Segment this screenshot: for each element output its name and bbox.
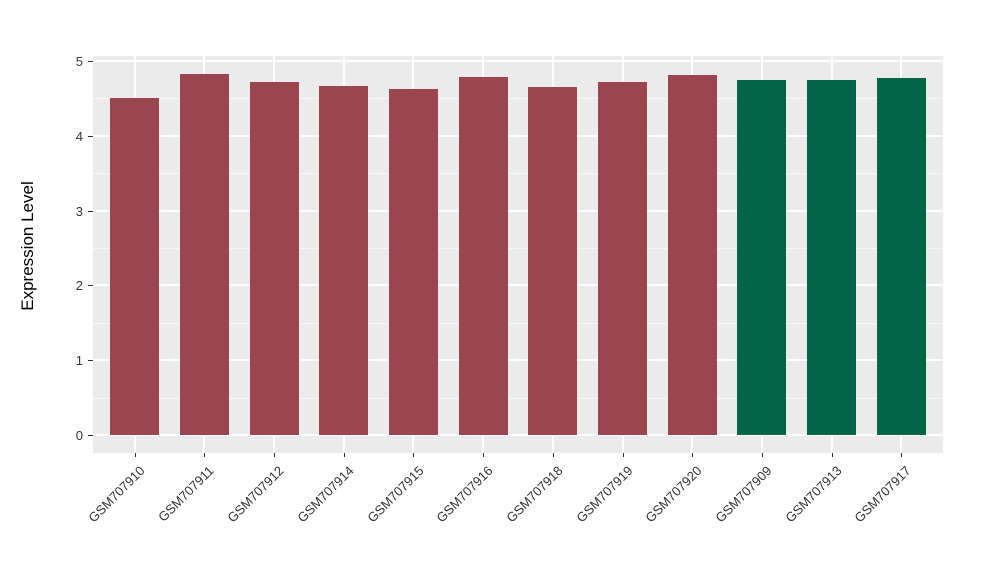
x-tick-label: GSM707910	[85, 463, 148, 526]
x-tick-mark	[204, 453, 206, 457]
x-tick-mark	[134, 453, 136, 457]
x-tick-mark	[552, 453, 554, 457]
bar	[667, 75, 717, 435]
x-tick-label: GSM707918	[503, 463, 566, 526]
bar	[319, 86, 369, 435]
y-tick-mark	[88, 135, 93, 137]
bar	[249, 81, 299, 435]
gridline-minor	[93, 173, 943, 175]
y-tick-label: 0	[75, 428, 83, 443]
gridline-minor	[93, 98, 943, 100]
x-tick-label: GSM707916	[433, 463, 496, 526]
gridline-minor	[93, 322, 943, 324]
x-tick-mark	[343, 453, 345, 457]
bar	[180, 74, 229, 435]
y-tick-mark	[88, 360, 93, 362]
x-tick-mark	[761, 453, 763, 457]
x-tick-label: GSM707909	[712, 463, 775, 526]
plot-panel	[93, 56, 943, 453]
x-tick-label: GSM707920	[642, 463, 705, 526]
y-tick-label: 3	[75, 203, 83, 219]
gridline-major	[93, 209, 943, 212]
y-tick-mark	[88, 285, 93, 287]
gridline-major	[93, 434, 943, 436]
bar	[876, 78, 926, 435]
gridline-major	[93, 284, 943, 287]
bar	[458, 76, 508, 435]
bar	[389, 88, 438, 435]
gridline-minor	[93, 397, 943, 399]
y-axis-title: Expression Level	[18, 180, 37, 311]
bar	[737, 80, 787, 435]
x-tick-mark	[901, 453, 903, 457]
bar	[528, 87, 578, 435]
y-tick-label: 2	[75, 278, 83, 294]
y-tick-label: 4	[75, 128, 83, 144]
x-tick-label: GSM707911	[155, 463, 218, 525]
y-tick-mark	[88, 210, 93, 212]
y-tick-label: 5	[75, 54, 83, 69]
bar	[598, 81, 647, 435]
x-tick-label: GSM707914	[294, 463, 357, 526]
x-tick-label: GSM707913	[781, 463, 845, 526]
x-tick-mark	[692, 453, 694, 457]
x-tick-mark	[831, 453, 833, 457]
gridline-minor	[93, 248, 943, 249]
x-tick-mark	[483, 453, 485, 457]
bar	[110, 98, 160, 435]
x-tick-label: GSM707912	[224, 463, 287, 526]
x-tick-label: GSM707919	[572, 463, 636, 526]
x-tick-mark	[622, 453, 624, 457]
gridline-major	[93, 134, 943, 137]
gridline-major	[93, 60, 943, 62]
x-tick-mark	[274, 453, 276, 457]
x-tick-label: GSM707917	[851, 463, 914, 526]
x-tick-mark	[413, 453, 415, 457]
bar	[807, 80, 856, 435]
gridline-major	[93, 359, 943, 362]
y-tick-label: 1	[75, 353, 83, 369]
y-tick-mark	[88, 435, 93, 436]
y-tick-mark	[88, 61, 93, 62]
x-tick-label: GSM707915	[363, 463, 427, 526]
